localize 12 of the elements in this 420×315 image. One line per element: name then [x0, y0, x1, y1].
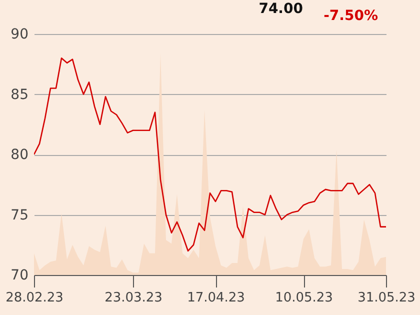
text: 74.00	[258, 1, 303, 17]
y-tick-label: 75	[10, 207, 28, 224]
x-tick-label: 23.03.23	[104, 290, 162, 306]
text: -7.50%	[324, 8, 378, 24]
y-tick-label: 90	[10, 26, 28, 42]
y-tick-label: 70	[10, 268, 28, 284]
x-tick-label: 31.05.23	[358, 290, 416, 306]
x-tick-label: 10.05.23	[275, 290, 333, 306]
y-tick-label: 85	[10, 86, 28, 103]
x-tick-label: 28.02.23	[6, 290, 64, 306]
y-tick-label: 80	[10, 147, 28, 163]
x-tick-label: 17.04.23	[187, 290, 245, 306]
